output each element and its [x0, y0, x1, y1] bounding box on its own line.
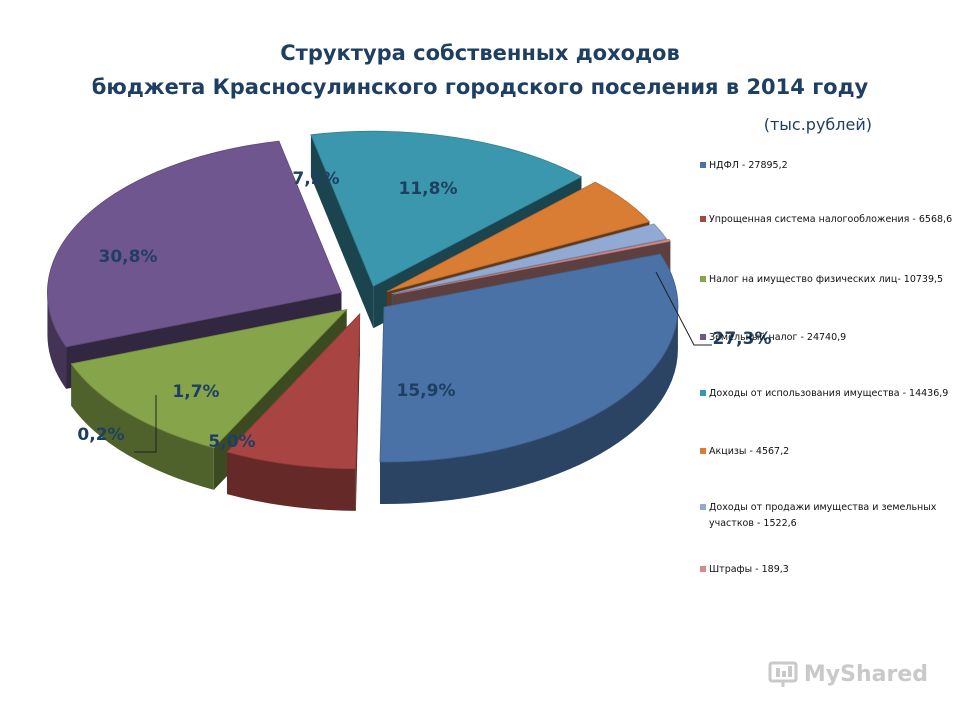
- data-label: 1,7%: [172, 382, 219, 402]
- pie-slice: [226, 312, 361, 511]
- legend-swatch: [700, 504, 706, 510]
- chart-title-line2: бюджета Красносулинского городского посе…: [91, 75, 869, 99]
- data-label: 27,3%: [713, 329, 772, 349]
- legend-label: Доходы от продажи имущества и земельных …: [709, 502, 937, 529]
- watermark: MyShared: [768, 656, 928, 692]
- legend-label: Земельный налог - 24740,9: [709, 332, 847, 343]
- slideshow-logo-icon: [768, 661, 798, 687]
- watermark-text: MyShared: [803, 661, 928, 687]
- pie-slice: [70, 308, 348, 490]
- data-label: 7,2%: [292, 169, 339, 189]
- legend-swatch: [700, 162, 706, 168]
- chart-title-line1: Структура собственных доходов: [280, 41, 680, 65]
- legend-label: Штрафы - 189,3: [709, 564, 789, 575]
- legend-swatch: [700, 566, 706, 572]
- unit-label: (тыс.рублей): [763, 115, 872, 134]
- leader-line: [655, 271, 712, 346]
- leader-line: [134, 395, 157, 453]
- legend-swatch: [700, 276, 706, 282]
- data-label: 15,9%: [397, 381, 456, 401]
- data-label: 5,0%: [208, 432, 255, 452]
- chart-legend: НДФЛ - 27895,2 Упрощенная система налогоо…: [700, 150, 955, 590]
- chart-title: Структура собственных доходов бюджета Кр…: [0, 36, 960, 104]
- legend-label: НДФЛ - 27895,2: [709, 160, 788, 171]
- legend-label: Доходы от использования имущества - 1443…: [709, 388, 949, 399]
- legend-label: Налог на имущество физических лиц- 10739…: [709, 274, 944, 285]
- pie-slice: [379, 253, 679, 505]
- legend-label: Акцизы - 4567,2: [709, 446, 790, 457]
- data-label: 0,2%: [77, 425, 124, 445]
- legend-label: Упрощенная система налогообложения - 656…: [709, 214, 953, 225]
- legend-swatch: [700, 390, 706, 396]
- legend-swatch: [700, 334, 706, 340]
- data-label: 30,8%: [99, 247, 158, 267]
- data-label: 11,8%: [399, 179, 458, 199]
- legend-swatch: [700, 216, 706, 222]
- legend-swatch: [700, 448, 706, 454]
